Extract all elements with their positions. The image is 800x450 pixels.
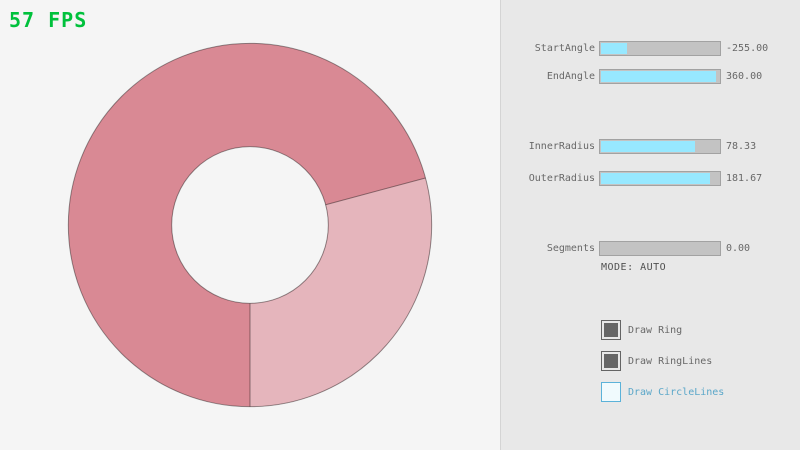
ring-chart (67, 42, 433, 408)
checkbox-draw-ringlines[interactable] (601, 351, 621, 371)
check-mark-icon (604, 323, 618, 337)
slider-segments[interactable] (599, 240, 721, 256)
checkbox-row-draw-ringlines: Draw RingLines (601, 351, 712, 371)
slider-fill-innerradius (601, 140, 695, 152)
checkbox-label-draw-circlelines: Draw CircleLines (628, 386, 725, 398)
slider-row-outerradius: OuterRadius 181.67 (501, 170, 800, 186)
checkbox-draw-ring[interactable] (601, 320, 621, 340)
ring-canvas: 57 FPS (9, 8, 433, 408)
slider-endangle[interactable] (599, 68, 721, 84)
checkbox-row-draw-ring: Draw Ring (601, 320, 682, 340)
checkbox-row-draw-circlelines: Draw CircleLines (601, 382, 724, 402)
checkbox-label-draw-ringlines: Draw RingLines (628, 355, 713, 367)
slider-row-endangle: EndAngle 360.00 (501, 68, 800, 84)
slider-startangle[interactable] (599, 40, 721, 56)
ring-outline-inner (171, 146, 329, 304)
slider-value-outerradius: 181.67 (726, 172, 763, 184)
slider-fill-startangle (601, 42, 628, 54)
slider-fill-endangle (601, 70, 717, 82)
ring-wedge-light (250, 177, 432, 407)
slider-value-endangle: 360.00 (726, 70, 763, 82)
slider-label-outerradius: OuterRadius (528, 172, 595, 184)
fps-counter: 57 FPS (9, 8, 88, 32)
slider-fill-outerradius (601, 172, 711, 184)
slider-value-segments: 0.00 (726, 242, 751, 254)
slider-label-segments: Segments (546, 242, 595, 254)
slider-innerradius[interactable] (599, 138, 721, 154)
slider-row-innerradius: InnerRadius 78.33 (501, 138, 800, 154)
slider-outerradius[interactable] (599, 170, 721, 186)
slider-label-endangle: EndAngle (546, 70, 595, 82)
check-mark-icon (604, 385, 618, 399)
check-mark-icon (604, 354, 618, 368)
ring-outline-outer (67, 42, 433, 408)
segments-mode-text: MODE: AUTO (601, 262, 667, 273)
controls-panel: StartAngle -255.00 EndAngle 360.00 Inner… (500, 0, 800, 450)
slider-value-innerradius: 78.33 (726, 140, 757, 152)
slider-value-startangle: -255.00 (726, 42, 769, 54)
slider-row-startangle: StartAngle -255.00 (501, 40, 800, 56)
checkbox-label-draw-ring: Draw Ring (628, 324, 683, 336)
ring-line-start (325, 177, 426, 206)
slider-label-innerradius: InnerRadius (528, 140, 595, 152)
slider-label-startangle: StartAngle (534, 42, 595, 54)
checkbox-draw-circlelines[interactable] (601, 382, 621, 402)
slider-row-segments: Segments 0.00 (501, 240, 800, 256)
